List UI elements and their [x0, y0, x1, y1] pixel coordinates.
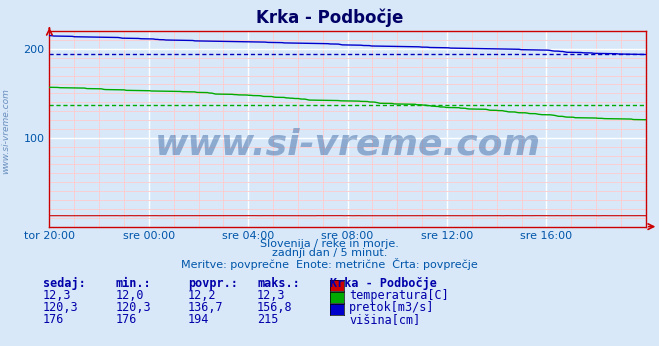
Text: Slovenija / reke in morje.: Slovenija / reke in morje. — [260, 239, 399, 249]
Text: Meritve: povprečne  Enote: metrične  Črta: povprečje: Meritve: povprečne Enote: metrične Črta:… — [181, 258, 478, 270]
Text: 120,3: 120,3 — [115, 301, 151, 314]
Text: www.si-vreme.com: www.si-vreme.com — [155, 128, 540, 162]
Text: 194: 194 — [188, 313, 209, 326]
Text: sedaj:: sedaj: — [43, 277, 86, 290]
Text: 136,7: 136,7 — [188, 301, 223, 314]
Text: zadnji dan / 5 minut.: zadnji dan / 5 minut. — [272, 248, 387, 258]
Text: 12,0: 12,0 — [115, 289, 144, 302]
Text: 12,2: 12,2 — [188, 289, 216, 302]
Text: 12,3: 12,3 — [257, 289, 285, 302]
Text: 176: 176 — [43, 313, 64, 326]
Text: 120,3: 120,3 — [43, 301, 78, 314]
Text: 12,3: 12,3 — [43, 289, 71, 302]
Text: 176: 176 — [115, 313, 136, 326]
Text: 215: 215 — [257, 313, 278, 326]
Text: pretok[m3/s]: pretok[m3/s] — [349, 301, 435, 314]
Text: povpr.:: povpr.: — [188, 277, 238, 290]
Text: www.si-vreme.com: www.si-vreme.com — [1, 89, 10, 174]
Text: Krka - Podbočje: Krka - Podbočje — [330, 277, 436, 290]
Text: temperatura[C]: temperatura[C] — [349, 289, 449, 302]
Text: min.:: min.: — [115, 277, 151, 290]
Text: maks.:: maks.: — [257, 277, 300, 290]
Text: 156,8: 156,8 — [257, 301, 293, 314]
Text: višina[cm]: višina[cm] — [349, 313, 420, 326]
Text: Krka - Podbočje: Krka - Podbočje — [256, 9, 403, 27]
